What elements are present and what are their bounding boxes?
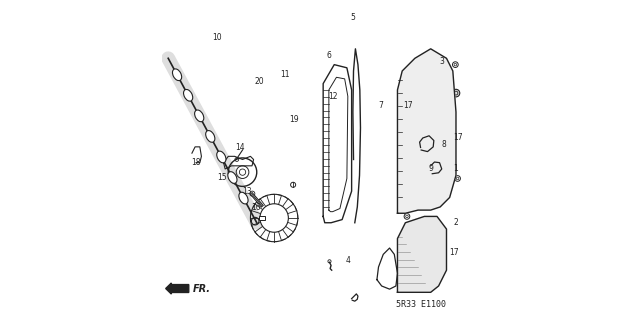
Ellipse shape xyxy=(184,89,193,101)
Polygon shape xyxy=(397,216,447,292)
Text: 13: 13 xyxy=(243,187,252,196)
Text: FR.: FR. xyxy=(193,284,211,293)
Text: 10: 10 xyxy=(212,33,222,42)
Circle shape xyxy=(236,166,249,178)
Text: 17: 17 xyxy=(403,100,413,110)
Text: 5R33 E1100: 5R33 E1100 xyxy=(396,300,446,309)
Text: 12: 12 xyxy=(328,92,337,101)
Text: 7: 7 xyxy=(378,100,383,110)
FancyArrow shape xyxy=(166,283,189,294)
Ellipse shape xyxy=(228,172,237,183)
Text: 3: 3 xyxy=(439,57,444,66)
Ellipse shape xyxy=(217,151,226,163)
Circle shape xyxy=(252,217,259,225)
Text: 19: 19 xyxy=(289,115,299,123)
Circle shape xyxy=(266,210,283,226)
Text: 11: 11 xyxy=(280,70,290,78)
Text: 20: 20 xyxy=(255,77,264,85)
Ellipse shape xyxy=(205,130,215,142)
Circle shape xyxy=(452,89,460,97)
Text: 9: 9 xyxy=(429,164,434,173)
Text: 1: 1 xyxy=(453,164,458,173)
Text: 6: 6 xyxy=(326,51,332,60)
Text: 16: 16 xyxy=(252,203,261,212)
Ellipse shape xyxy=(195,110,204,122)
Text: 5: 5 xyxy=(350,13,355,22)
Text: 8: 8 xyxy=(442,140,447,149)
Ellipse shape xyxy=(239,192,248,204)
Text: 14: 14 xyxy=(236,143,245,152)
Bar xyxy=(259,216,266,220)
Ellipse shape xyxy=(172,69,182,81)
Text: 18: 18 xyxy=(191,158,201,167)
Text: 2: 2 xyxy=(454,218,458,227)
Text: 4: 4 xyxy=(346,256,350,265)
Polygon shape xyxy=(397,49,456,213)
Text: 17: 17 xyxy=(449,248,460,257)
Circle shape xyxy=(250,191,255,196)
Text: 17: 17 xyxy=(452,133,462,142)
Circle shape xyxy=(260,204,289,232)
Text: 15: 15 xyxy=(217,173,227,182)
